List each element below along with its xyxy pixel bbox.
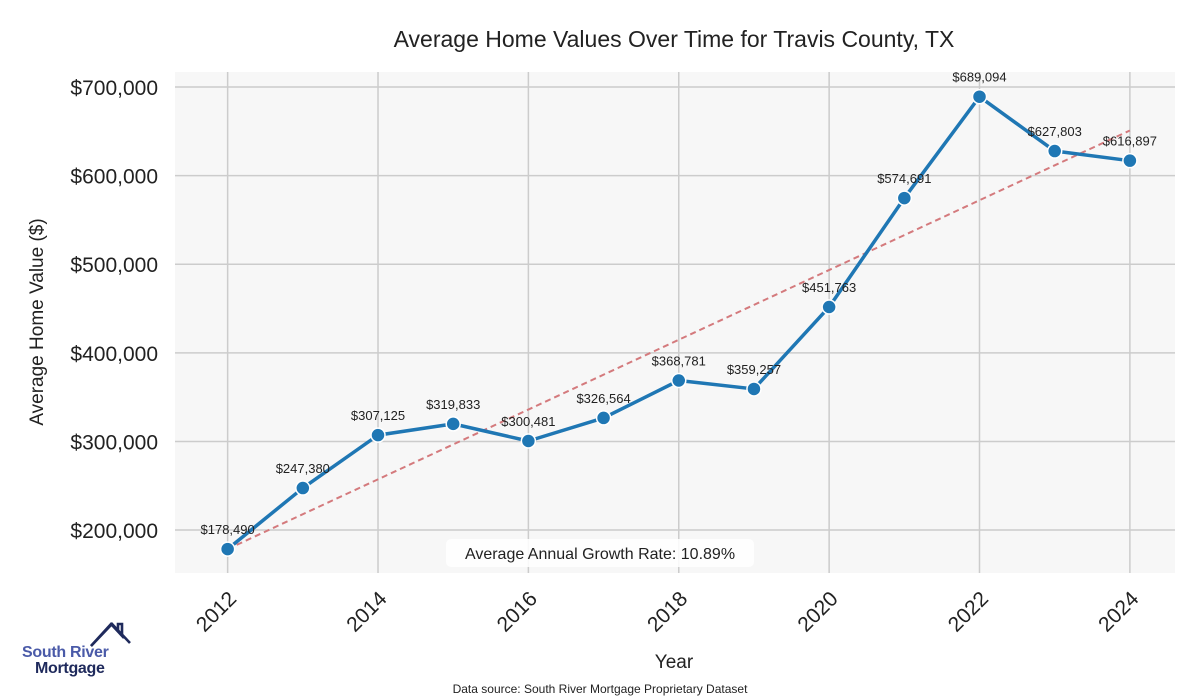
- data-label: $307,125: [351, 408, 405, 423]
- data-point: [295, 480, 311, 496]
- logo-line2: Mortgage: [35, 660, 105, 677]
- data-source: Data source: South River Mortgage Propri…: [453, 682, 748, 696]
- x-tick-label: 2022: [944, 587, 993, 636]
- growth-rate-annotation: Average Annual Growth Rate: 10.89%: [465, 546, 735, 563]
- y-tick-label: $300,000: [70, 431, 158, 454]
- data-point: [520, 433, 537, 449]
- plot-background: [175, 72, 1175, 573]
- data-point: [445, 416, 461, 432]
- data-label: $574,691: [877, 171, 931, 186]
- x-tick-label: 2018: [643, 587, 692, 636]
- data-label: $451,763: [802, 280, 856, 295]
- data-point: [1122, 152, 1138, 169]
- data-point: [671, 372, 687, 389]
- data-point: [821, 299, 837, 315]
- x-tick-label: 2024: [1094, 587, 1144, 637]
- x-tick-label: 2014: [342, 587, 392, 637]
- trend-line: [227, 129, 1131, 550]
- data-label: $300,481: [501, 414, 555, 429]
- y-tick-label: $600,000: [70, 166, 158, 189]
- house-logo-icon: [90, 622, 131, 647]
- y-axis-label: Average Home Value ($): [27, 218, 48, 425]
- south-river-mortgage-logo: South River Mortgage: [22, 620, 114, 680]
- x-tick-label: 2020: [793, 587, 842, 636]
- data-point: [595, 410, 612, 426]
- logo-line1: South River: [22, 644, 109, 661]
- data-point: [896, 190, 913, 206]
- data-point: [219, 541, 236, 557]
- data-point: [370, 427, 386, 443]
- x-tick-label: 2016: [493, 587, 542, 636]
- y-tick-label: $500,000: [70, 254, 158, 277]
- data-label: $616,897: [1103, 134, 1157, 149]
- data-label: $689,094: [952, 70, 1006, 85]
- y-tick-label: $200,000: [70, 520, 158, 543]
- data-point: [971, 88, 988, 105]
- data-label: $319,833: [426, 397, 480, 412]
- data-label: $368,781: [652, 354, 706, 369]
- data-point: [1046, 143, 1063, 159]
- y-tick-label: $700,000: [70, 77, 158, 100]
- data-label: $627,803: [1028, 124, 1082, 139]
- data-label: $247,380: [276, 461, 330, 476]
- chart-title: Average Home Values Over Time for Travis…: [394, 26, 955, 52]
- data-label: $359,257: [727, 362, 781, 377]
- data-label: $178,490: [201, 522, 255, 537]
- x-axis-label: Year: [655, 652, 694, 673]
- data-label: $326,564: [576, 391, 630, 406]
- y-tick-label: $400,000: [70, 343, 158, 366]
- annotation-box: [446, 539, 754, 567]
- x-tick-label: 2012: [192, 587, 241, 636]
- data-point: [746, 381, 762, 397]
